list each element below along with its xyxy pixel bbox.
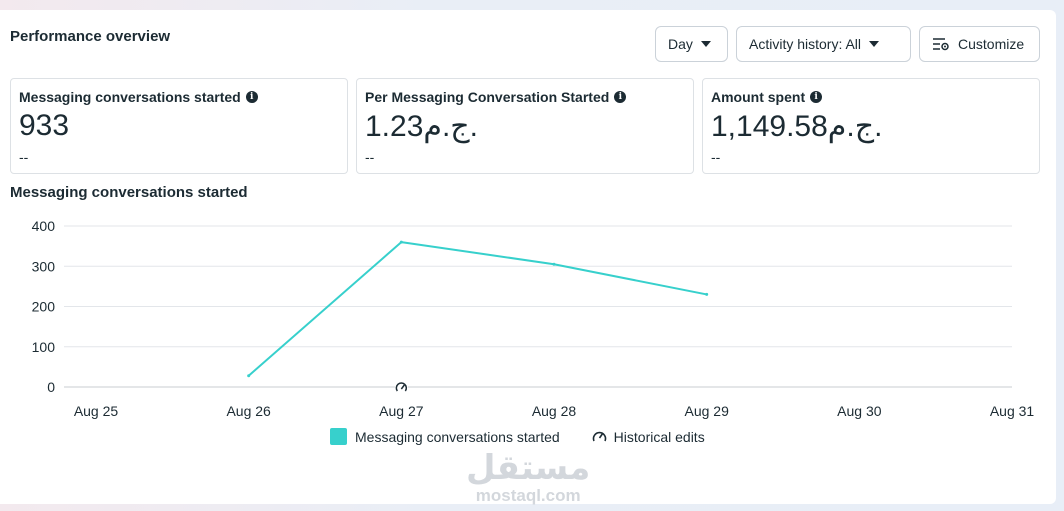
info-icon[interactable]: i [245, 91, 258, 103]
historical-edit-marker-icon[interactable] [394, 380, 408, 394]
legend-label-historical: Historical edits [613, 428, 705, 445]
data-point [399, 240, 403, 244]
chart-title: Messaging conversations started [10, 184, 248, 201]
data-point [552, 262, 556, 266]
customize-label: Customize [958, 36, 1025, 52]
day-dropdown-label: Day [668, 36, 693, 52]
caret-down-icon [700, 41, 711, 47]
metric-delta: -- [711, 149, 721, 165]
legend-item-historical-edits[interactable]: Historical edits [591, 428, 705, 445]
x-tick-label: Aug 27 [379, 403, 424, 419]
x-tick-label: Aug 25 [74, 403, 119, 419]
caret-down-icon [869, 41, 880, 47]
legend-label-series[interactable]: Messaging conversations started [355, 428, 560, 445]
metric-label-text: Messaging conversations started [19, 89, 241, 105]
metric-label: Messaging conversations started i [19, 89, 258, 105]
historical-edit-icon [592, 431, 606, 442]
y-tick-label: 200 [32, 299, 56, 315]
activity-history-label: Activity history: All [749, 36, 862, 52]
day-dropdown[interactable]: Day [655, 26, 728, 62]
watermark-latin: mostaql.com [475, 486, 581, 505]
customize-button[interactable]: Customize [919, 26, 1040, 62]
metric-value: 1,149.58ج.م. [711, 110, 883, 143]
data-point [247, 374, 251, 378]
x-tick-label: Aug 30 [837, 403, 882, 419]
metric-value: 933 [19, 109, 70, 142]
legend-swatch [330, 428, 347, 445]
metric-label-text: Amount spent [711, 89, 806, 105]
y-tick-label: 400 [32, 218, 56, 234]
y-tick-label: 0 [47, 379, 55, 395]
metric-delta: -- [19, 149, 29, 165]
customize-icon [933, 38, 949, 51]
activity-history-dropdown[interactable]: Activity history: All [736, 26, 911, 62]
y-tick-label: 100 [32, 339, 56, 355]
watermark-arabic: مستقل [466, 448, 591, 488]
metric-value: 1.23ج.م. [365, 110, 479, 143]
metric-card-cost-per-conversation: Per Messaging Conversation Started i 1.2… [356, 78, 694, 174]
info-icon[interactable]: i [810, 91, 823, 103]
series-line [248, 241, 707, 377]
performance-panel: Performance overview Day Activity histor… [0, 10, 1056, 506]
metric-delta: -- [365, 149, 375, 165]
x-tick-label: Aug 29 [684, 403, 729, 419]
chart-legend: Messaging conversations started Historic… [330, 428, 705, 445]
metric-label-text: Per Messaging Conversation Started [365, 89, 610, 105]
x-tick-label: Aug 31 [990, 403, 1035, 419]
x-tick-label: Aug 28 [532, 403, 577, 419]
y-tick-label: 300 [32, 258, 56, 274]
line-chart: 400 300 200 100 0 Aug 25 Aug 26 Aug 27 Aug 28 Aug… [32, 218, 1035, 419]
metric-card-amount-spent: Amount spent i 1,149.58ج.م. -- [702, 78, 1040, 174]
watermark-logo: مستقل mostaql.com [466, 450, 590, 506]
page-title: Performance overview [10, 28, 171, 45]
metric-card-conversations: Messaging conversations started i 933 -- [10, 78, 348, 174]
metric-label: Amount spent i [711, 89, 823, 105]
data-point [705, 292, 709, 296]
info-icon[interactable]: i [614, 91, 627, 103]
metric-label: Per Messaging Conversation Started i [365, 89, 627, 105]
x-tick-label: Aug 26 [226, 403, 271, 419]
